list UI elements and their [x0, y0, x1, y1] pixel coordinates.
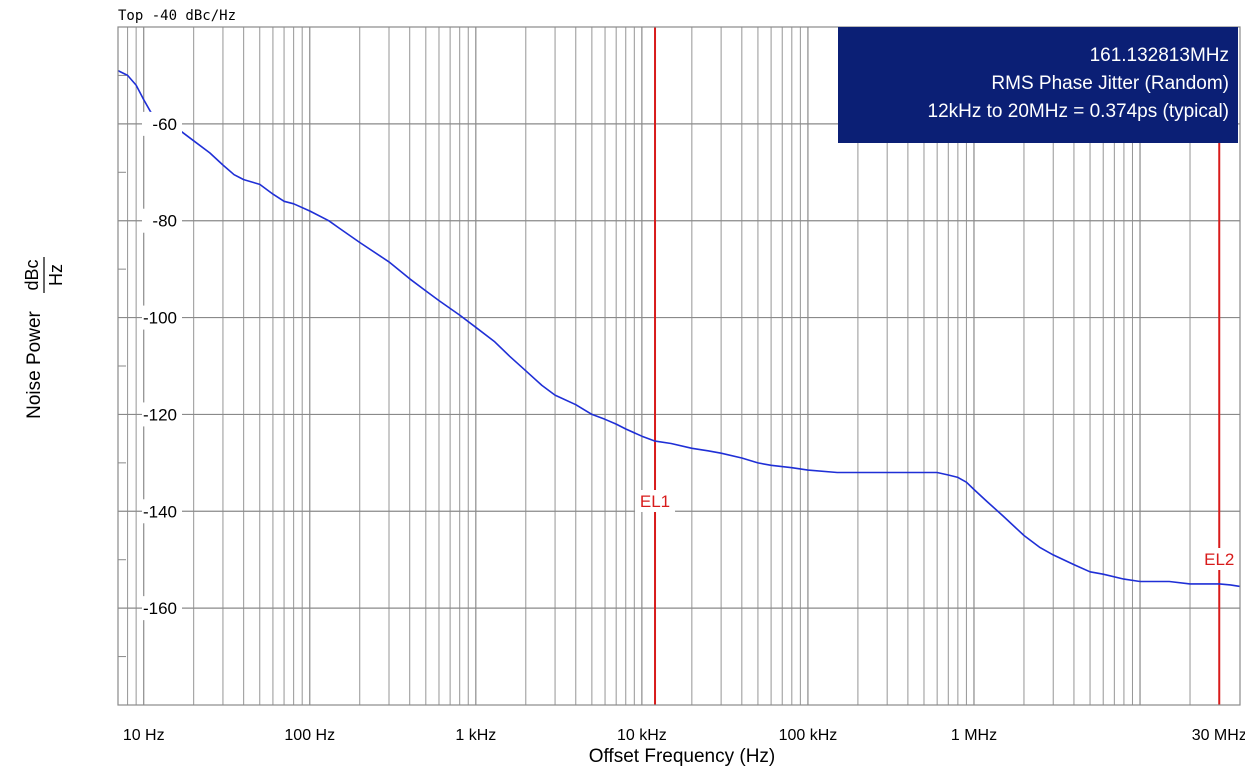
y-tick-label-bg	[142, 596, 182, 621]
marker-label-bg	[1199, 548, 1240, 570]
annotation-line-1: 161.132813MHz	[1090, 45, 1229, 66]
marker-label-el1: EL1	[640, 492, 670, 511]
annotation-line-3: 12kHz to 20MHz = 0.374ps (typical)	[928, 101, 1230, 122]
series-line-1	[117, 69, 1241, 588]
series-layer	[117, 69, 1241, 588]
y-tick-labels: -60 -80 -100 -120 -140 -160	[142, 111, 182, 621]
x-tick-label: 1 kHz	[455, 727, 496, 744]
x-tick-label: 10 kHz	[617, 727, 667, 744]
top-reference-label: Top -40 dBc/Hz	[118, 8, 236, 24]
y-tick-label: -60	[152, 115, 177, 134]
x-tick-label: 100 kHz	[779, 727, 838, 744]
jitter-annotation-box: 161.132813MHz RMS Phase Jitter (Random) …	[838, 27, 1238, 143]
y-tick-label: -140	[143, 502, 177, 521]
y-tick-label-bg	[142, 305, 182, 330]
x-tick-label: 100 Hz	[284, 727, 335, 744]
plot-frame	[117, 26, 1241, 706]
marker-label-el2: EL2	[1204, 550, 1234, 569]
y-tick-label-bg	[142, 208, 182, 233]
x-tick-label: 1 MHz	[951, 727, 997, 744]
x-tick-label: 10 Hz	[123, 727, 165, 744]
y-axis-label-text: Noise Power	[24, 310, 45, 418]
y-axis-unit-denominator: Hz	[46, 264, 66, 286]
plot-border	[117, 26, 1241, 706]
y-axis-unit-numerator: dBc	[22, 259, 42, 290]
annotation-line-2: RMS Phase Jitter (Random)	[991, 73, 1229, 94]
y-tick-label-bg	[142, 402, 182, 427]
x-tick-labels: 10 Hz 100 Hz 1 kHz 10 kHz 100 kHz 1 MHz 30 MHz	[123, 727, 1245, 744]
x-tick-label: 30 MHz	[1192, 727, 1245, 744]
y-tick-label: -160	[143, 599, 177, 618]
y-tick-label: -80	[152, 212, 177, 231]
x-axis-label: Offset Frequency (Hz)	[589, 746, 776, 767]
y-tick-label: -100	[143, 309, 177, 328]
y-axis-label: Noise Power dBc Hz	[22, 257, 66, 419]
y-tick-label: -120	[143, 405, 177, 424]
y-tick-label-bg	[142, 499, 182, 524]
marker-label-bg	[635, 490, 676, 512]
grid	[118, 27, 1240, 705]
y-tick-label-bg	[142, 111, 182, 136]
